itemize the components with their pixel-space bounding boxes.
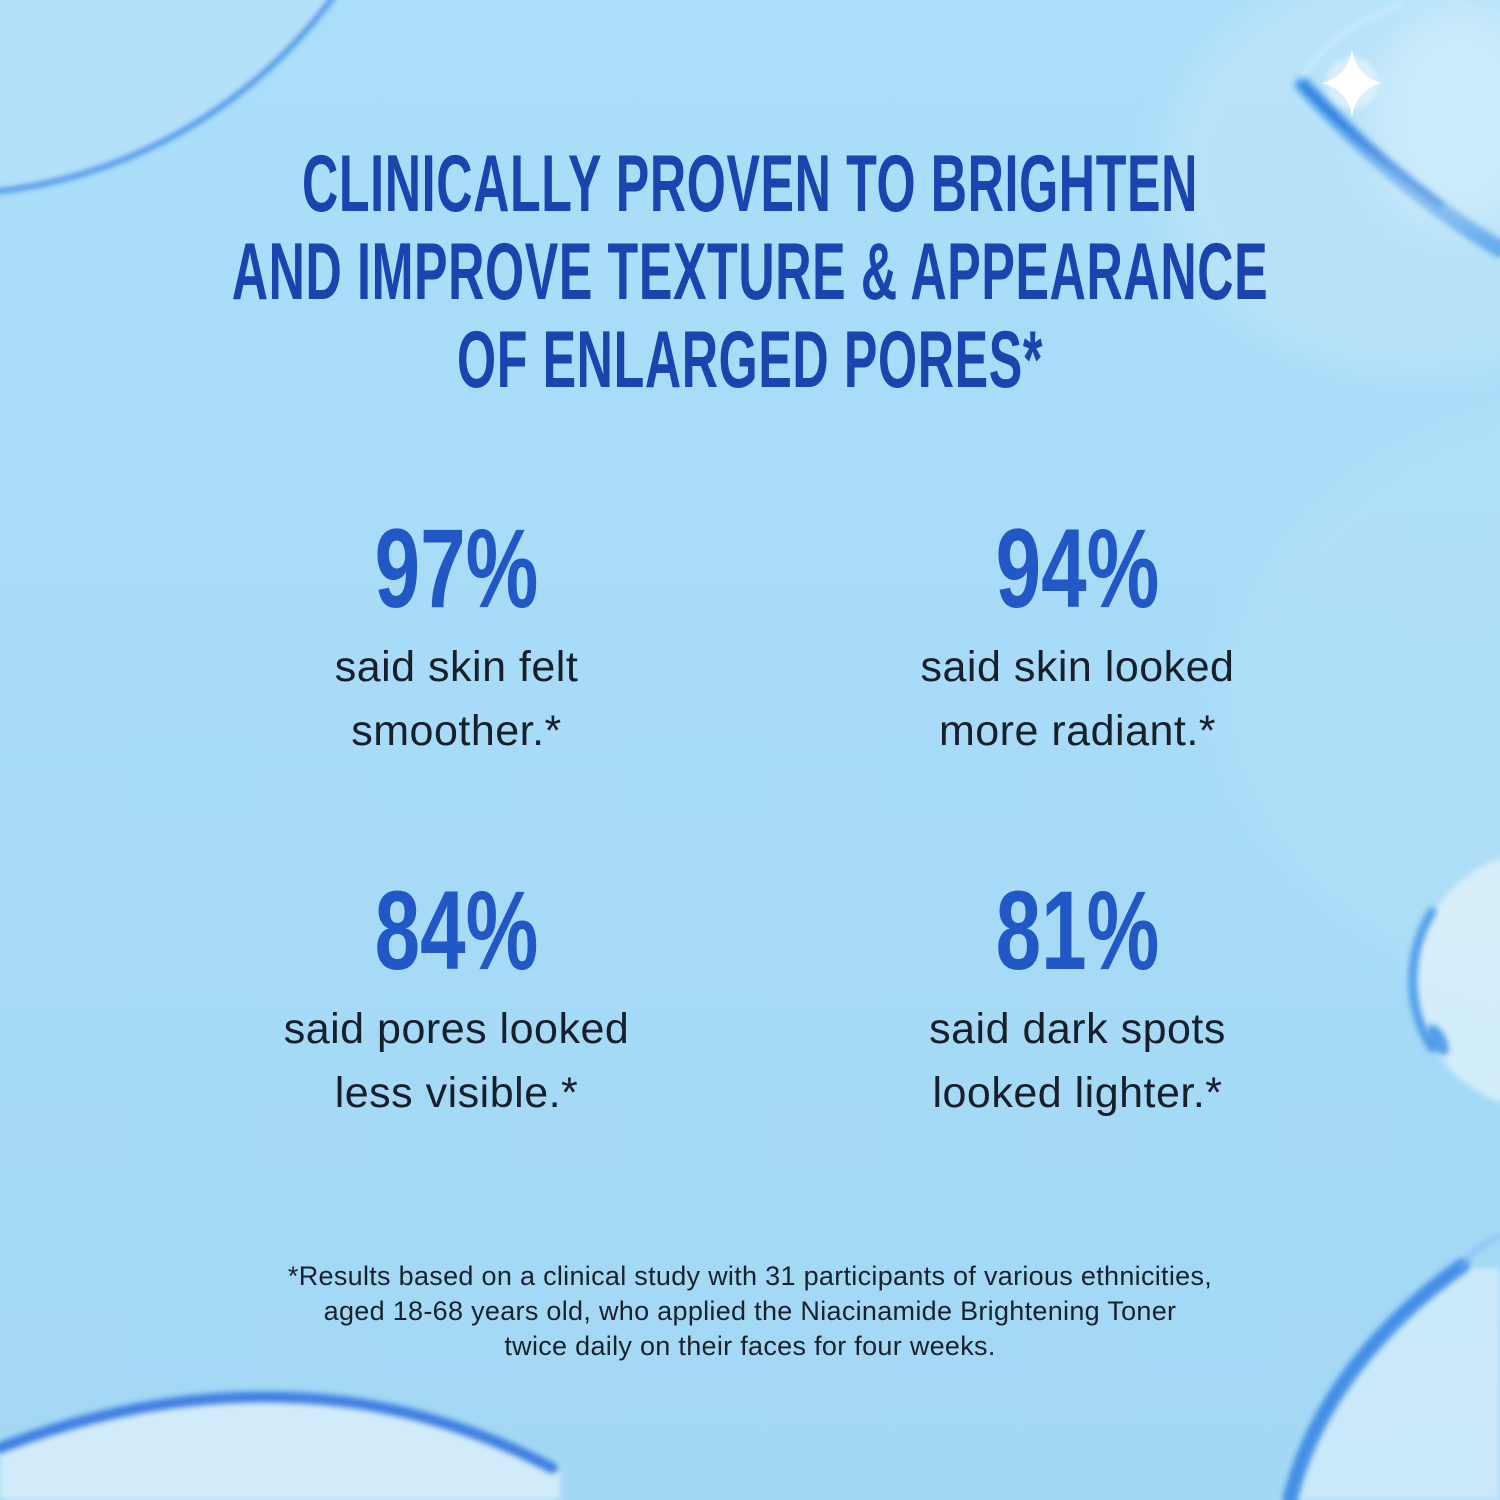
stat-value: 94% [995, 506, 1160, 631]
sparkle-icon [1322, 49, 1382, 117]
stat-card-dark-spots-lighter: 81% said dark spots looked lighter.* [767, 871, 1388, 1125]
bubble-right-icon [1408, 857, 1500, 1103]
stat-card-skin-radiant: 94% said skin looked more radiant.* [767, 509, 1388, 763]
faint-droplet-watermark [1220, 402, 1500, 998]
stat-description: said dark spots looked lighter.* [929, 1005, 1226, 1117]
stat-card-skin-smoother: 97% said skin felt smoother.* [146, 509, 767, 763]
footnote: *Results based on a clinical study with … [287, 1261, 1213, 1361]
droplet-bottom-right-icon [1282, 1233, 1500, 1500]
stats-grid: 97% said skin felt smoother.* 94% said s… [146, 509, 1388, 1125]
droplet-bottom-left-icon [0, 1391, 560, 1500]
stat-card-pores-less-visible: 84% said pores looked less visible.* [146, 871, 767, 1125]
headline: CLINICALLY PROVEN TO BRIGHTEN AND IMPROV… [231, 139, 1269, 405]
stat-value: 84% [374, 868, 539, 993]
stat-description: said skin looked more radiant.* [920, 643, 1235, 755]
bubble-outline-icon [0, 0, 334, 194]
stat-description: said skin felt smoother.* [334, 643, 579, 755]
water-droplet-icon [1294, 4, 1500, 258]
stat-description: said pores looked less visible.* [283, 1005, 630, 1117]
stat-value: 97% [374, 506, 539, 631]
stat-value: 81% [995, 868, 1160, 993]
